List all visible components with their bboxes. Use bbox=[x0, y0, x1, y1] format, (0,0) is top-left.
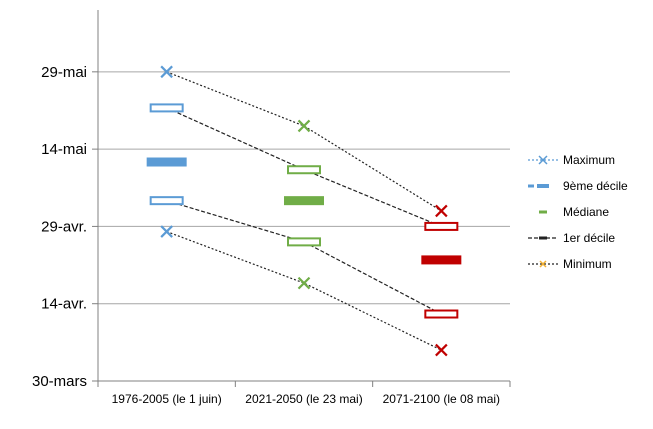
marker-x bbox=[160, 65, 173, 79]
y-tick-label: 30-mars bbox=[32, 373, 87, 390]
marker-x bbox=[297, 119, 311, 133]
marker-open-bar bbox=[287, 165, 321, 175]
legend-label: Maximum bbox=[563, 153, 615, 167]
marker-open-bar bbox=[424, 221, 459, 231]
x-tick-label-line: 1976-2005 (le 1 juin) bbox=[112, 392, 222, 406]
marker-x bbox=[297, 276, 311, 290]
series-line bbox=[166, 71, 442, 212]
y-tick-label: 29-avr. bbox=[41, 218, 87, 235]
x-tick-label-line: 2021-2050 (le 23 mai) bbox=[245, 392, 362, 406]
x-tick-label: 1976-2005 (le 1 juin) bbox=[112, 392, 222, 406]
y-tick-label: 29-mai bbox=[41, 64, 87, 81]
marker-x-stroke bbox=[160, 225, 173, 238]
y-tick-label: 14-mai bbox=[41, 141, 87, 158]
marker-open-bar bbox=[424, 309, 459, 319]
legend-label: Minimum bbox=[563, 257, 612, 271]
marker-x bbox=[435, 204, 448, 218]
data-markers bbox=[146, 65, 462, 357]
legend: Maximum 9ème décile Médiane 1er décile Minim… bbox=[528, 153, 628, 271]
marker-filled-bar bbox=[146, 157, 187, 167]
marker-open-bar bbox=[149, 103, 184, 113]
legend-item: Maximum bbox=[528, 153, 615, 167]
series-line bbox=[166, 200, 442, 315]
legend-swatch-bar bbox=[537, 184, 549, 188]
x-axis-ticks: 1976-2005 (le 1 juin) 2021-2050 (le 23 ma… bbox=[112, 392, 500, 406]
legend-item: 1er décile bbox=[528, 231, 615, 245]
legend-item: 9ème décile bbox=[528, 179, 628, 193]
legend-item: Minimum bbox=[528, 257, 612, 271]
x-tick-label-line: 2071-2100 (le 08 mai) bbox=[383, 392, 500, 406]
legend-swatch-x bbox=[538, 155, 548, 165]
x-tick-label: 2071-2100 (le 08 mai) bbox=[383, 392, 500, 406]
marker-x-stroke bbox=[160, 65, 173, 79]
x-tick-label: 2021-2050 (le 23 mai) bbox=[245, 392, 362, 406]
marker-x-stroke bbox=[297, 276, 311, 290]
marker-x-stroke bbox=[435, 343, 448, 357]
legend-swatch-bar bbox=[539, 236, 547, 240]
series-line bbox=[166, 231, 442, 351]
legend-label: Médiane bbox=[563, 205, 609, 219]
legend-item: Médiane bbox=[539, 205, 609, 219]
legend-label: 1er décile bbox=[563, 231, 615, 245]
marker-open-bar bbox=[149, 196, 184, 206]
marker-x-stroke bbox=[435, 204, 448, 218]
marker-x bbox=[435, 343, 448, 357]
y-axis-ticks: 30-mars 14-avr. 29-avr. 14-mai 29-mai bbox=[32, 64, 98, 390]
marker-x bbox=[160, 225, 173, 238]
marker-open-bar bbox=[287, 237, 321, 247]
marker-x-stroke bbox=[297, 119, 311, 133]
series-lines bbox=[166, 71, 442, 351]
legend-swatch-x bbox=[539, 260, 547, 268]
legend-label: 9ème décile bbox=[563, 179, 628, 193]
y-tick-label: 14-avr. bbox=[41, 296, 87, 313]
legend-swatch-bar bbox=[539, 210, 547, 214]
marker-filled-bar bbox=[421, 255, 462, 265]
marker-filled-bar bbox=[284, 196, 324, 206]
